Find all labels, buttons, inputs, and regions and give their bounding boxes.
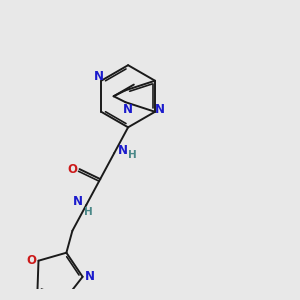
Text: N: N — [94, 70, 104, 83]
Text: O: O — [26, 254, 36, 267]
Text: N: N — [118, 143, 128, 157]
Text: O: O — [68, 163, 77, 176]
Text: N: N — [85, 270, 95, 283]
Text: N: N — [155, 103, 165, 116]
Text: H: H — [84, 207, 93, 217]
Text: N: N — [73, 195, 82, 208]
Text: H: H — [128, 150, 136, 160]
Text: N: N — [122, 103, 133, 116]
